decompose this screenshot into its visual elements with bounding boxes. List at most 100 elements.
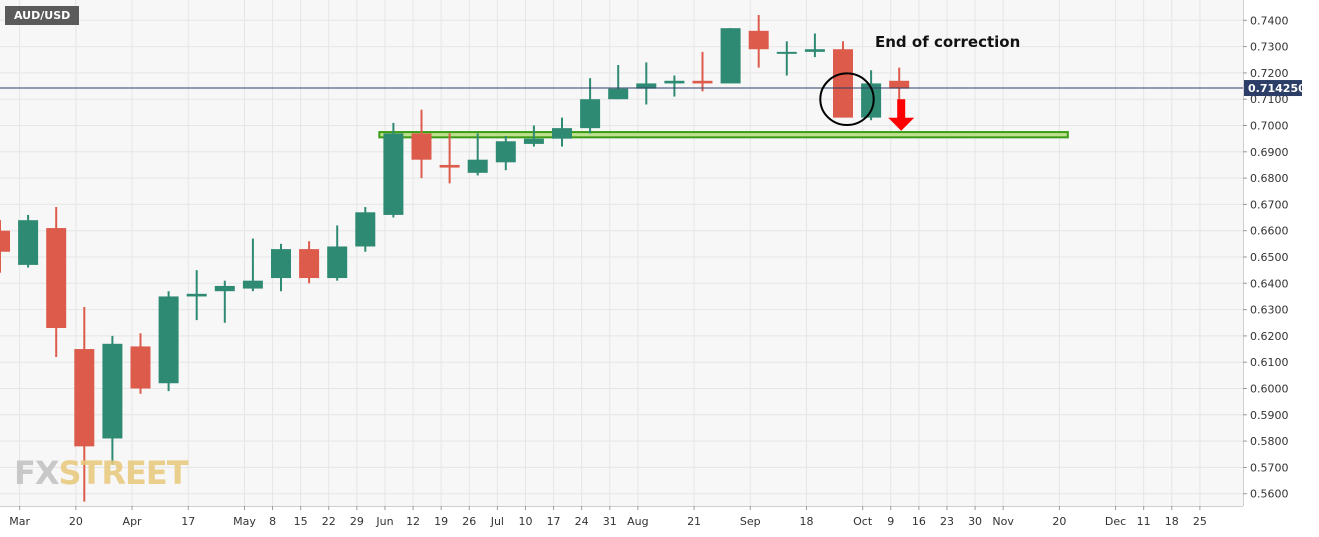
symbol-label: AUD/USD [5,6,80,25]
price-tick-label: 0.7200 [1250,67,1289,80]
time-axis-bg [0,506,1319,533]
time-tick-label: 12 [406,515,420,528]
highlight-ellipse [819,72,875,126]
candle-body [214,285,235,292]
candle-body [748,30,769,50]
candle [495,136,516,171]
candle-body [0,230,10,252]
time-tick-label: 9 [887,515,894,528]
candle [271,243,291,292]
price-tick-label: 0.6300 [1250,304,1289,317]
price-tick-label: 0.6600 [1250,225,1289,238]
price-tick-label: 0.5700 [1250,461,1289,474]
candles-layer [0,15,910,502]
candle [664,75,685,97]
price-tick-label: 0.7000 [1250,120,1289,133]
candle-body [776,51,797,54]
candle-body [552,128,572,139]
candle-body [804,49,825,52]
candle [383,122,404,218]
candle [552,117,572,147]
time-tick-label: 26 [462,515,476,528]
candle [327,225,348,281]
candle [242,238,263,292]
candle-body [74,349,95,447]
candle-body [523,138,544,144]
price-tick-label: 0.6500 [1250,251,1289,264]
price-axis[interactable]: 0.5600 0.5700 0.5800 0.5900 0.6000 0.6100 0.62… [1243,0,1319,533]
candle [636,62,657,105]
candle [608,65,629,100]
time-tick-label: 29 [350,515,364,528]
candle-body [664,80,685,84]
price-tick-label: 0.6100 [1250,356,1289,369]
time-tick-label: Aug [627,515,648,528]
price-tick-label: 0.6800 [1250,172,1289,185]
candle [411,109,432,179]
candle [439,133,460,184]
candle [720,28,741,84]
plot-background [0,0,1243,506]
time-tick-label: 30 [968,515,982,528]
price-tick-label: 0.6000 [1250,383,1289,396]
candle [748,15,769,68]
time-tick-label: Mar [9,515,30,528]
candle [74,306,95,502]
price-tick-label: 0.7100 [1250,93,1289,106]
time-tick-label: 18 [799,515,813,528]
candle-body [889,80,910,89]
candle [355,207,376,252]
candle-body [439,164,460,168]
time-tick-label: Apr [123,515,143,528]
price-tick-label: 0.5600 [1250,488,1289,501]
candle-body [636,83,657,89]
down-arrow-icon [888,117,915,131]
time-axis[interactable]: Mar 20 Apr 17 May 8 15 22 29 Jun 12 19 26 Jul 10 17 24 31… [0,506,1319,533]
candle-body [158,296,179,384]
candle-body [186,293,207,297]
price-tick-label: 0.6400 [1250,277,1289,290]
candle [130,333,151,394]
candle [580,78,601,134]
last-price-tag-label: 0.714250 [1248,82,1306,95]
arrow-shaft [897,99,906,119]
candle [776,41,797,76]
annotation-layer [0,72,1243,131]
candle [214,280,235,323]
time-tick-label: 11 [1137,515,1151,528]
candle-body [355,212,376,247]
time-tick-label: 22 [322,515,336,528]
candle [0,220,10,273]
candle [889,67,910,100]
candle-body [46,228,67,329]
candle [804,33,825,58]
time-tick-label: Nov [992,515,1014,528]
candle [102,335,123,465]
time-tick-label: Jun [375,515,393,528]
candle-body [608,88,629,100]
time-tick-label: 19 [434,515,448,528]
candle [18,214,39,268]
candle-body [299,249,320,279]
last-price-tag [1244,80,1302,97]
candle [692,51,713,92]
time-tick-label: 16 [912,515,926,528]
time-tick-label: 25 [1193,515,1207,528]
candle-body [383,133,404,215]
time-tick-label: 15 [294,515,308,528]
time-tick-label: 20 [1052,515,1066,528]
watermark-part2: STREET [58,454,189,492]
price-tick-label: 0.6200 [1250,330,1289,343]
candle-body [102,343,123,439]
price-tick-label: 0.6900 [1250,146,1289,159]
price-axis-bg [1243,0,1319,533]
candle-body [242,280,263,289]
time-tick-label: Dec [1105,515,1126,528]
candle-body [495,141,516,163]
price-tick-label: 0.5800 [1250,435,1289,448]
candle-body [327,246,348,279]
watermark-part1: FX [14,454,60,492]
candle-body [692,80,713,84]
